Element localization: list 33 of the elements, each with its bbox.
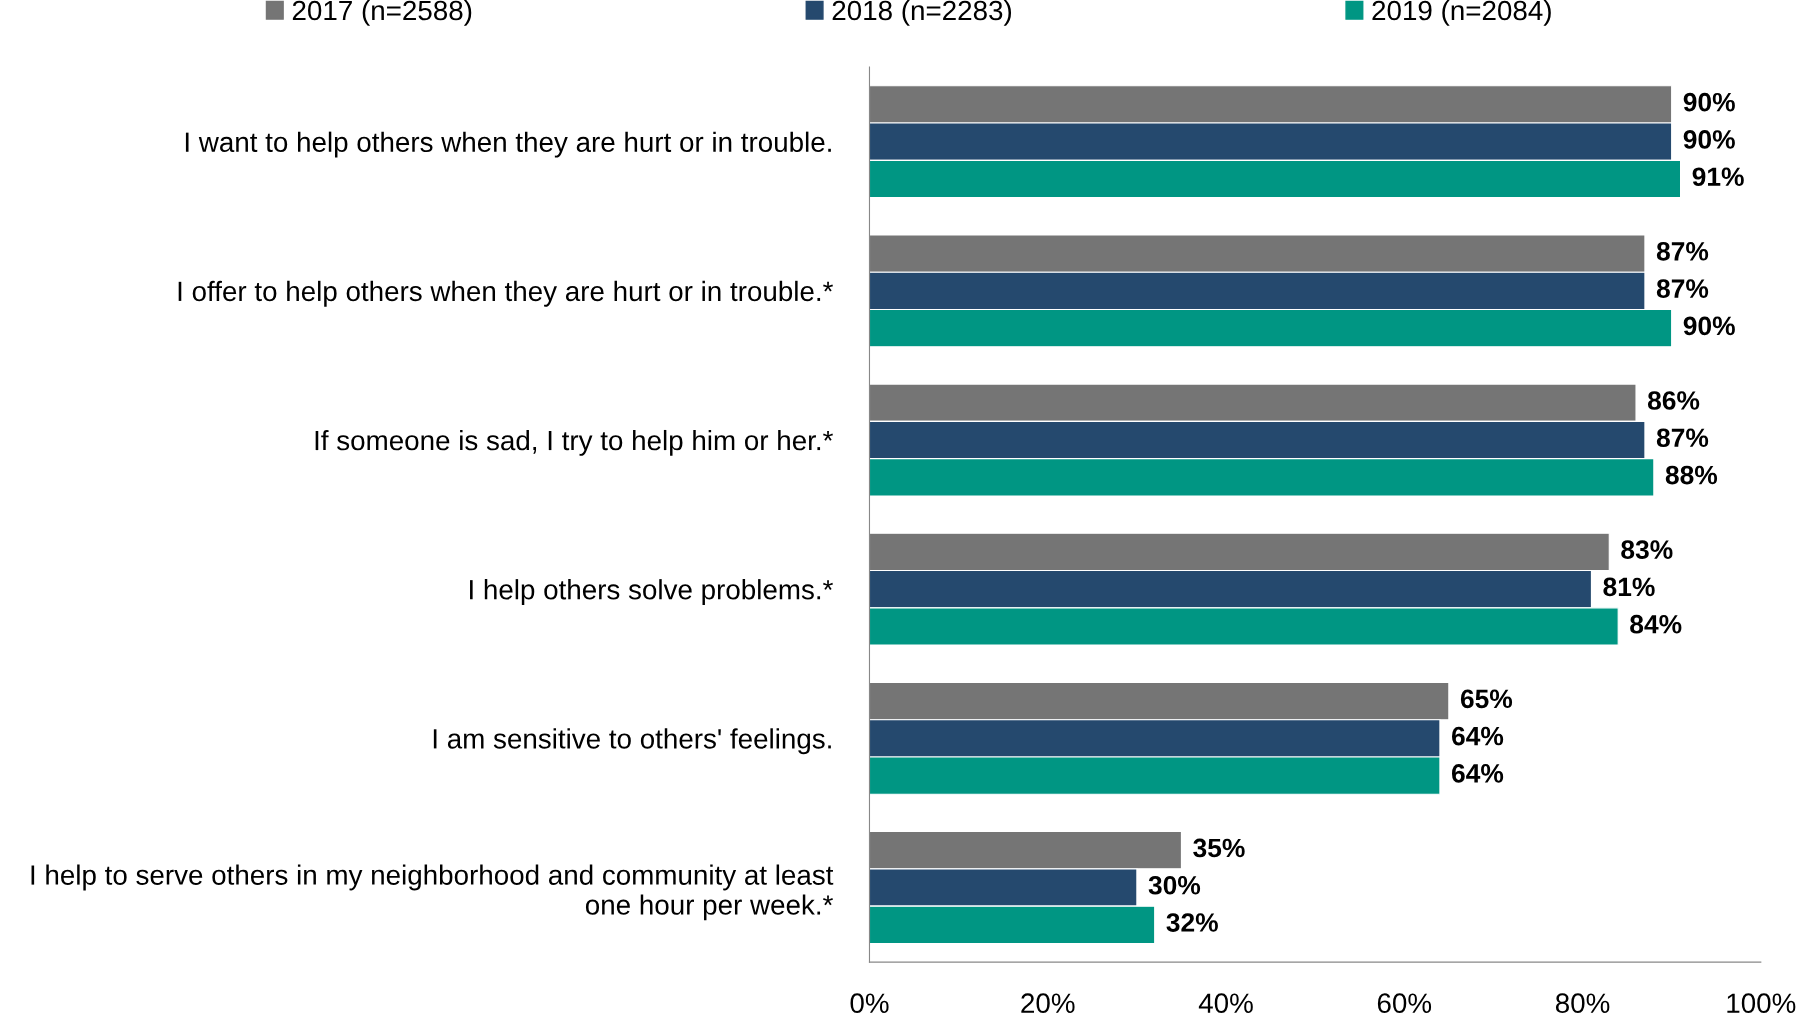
x-tick-label: 0% — [850, 993, 889, 1014]
legend-label: 2018 (n=2283) — [832, 0, 1012, 26]
legend-label: 2017 (n=2588) — [292, 0, 472, 26]
y-tick-label: I want to help others when they are hurt or in trouble. — [185, 131, 831, 158]
data-label: 87% — [1656, 428, 1709, 448]
x-tick-label: 20% — [1021, 993, 1075, 1014]
data-label: 87% — [1656, 241, 1709, 261]
data-label: 88% — [1665, 465, 1718, 485]
data-label: 90% — [1683, 316, 1735, 336]
x-tick-label: 40% — [1198, 993, 1253, 1014]
data-label: 64% — [1452, 726, 1504, 746]
data-label: 91% — [1692, 167, 1744, 187]
x-tick-label: 100% — [1727, 993, 1796, 1014]
data-label: 65% — [1460, 689, 1513, 709]
data-label: 32% — [1166, 913, 1218, 932]
y-tick-label: I offer to help others when they are hurt or in trouble.* — [178, 280, 833, 307]
data-label: 64% — [1452, 764, 1504, 783]
data-label: 81% — [1603, 577, 1655, 597]
data-label: 90% — [1683, 92, 1735, 112]
y-tick-label: I help others solve problems.* — [470, 579, 833, 606]
data-label: 35% — [1193, 838, 1245, 858]
x-tick-label: 60% — [1377, 993, 1432, 1014]
data-label: 30% — [1148, 875, 1201, 895]
legend-label: 2019 (n=2084) — [1372, 0, 1551, 26]
y-tick-label: I help to serve others in my neighborhood and community at least one hour per week.* — [31, 864, 834, 921]
y-tick-label: I am sensitive to others' feelings. — [433, 728, 831, 755]
data-label: 83% — [1621, 540, 1673, 560]
y-tick-label: If someone is sad, I try to help him or her.* — [315, 429, 833, 456]
data-label: 87% — [1656, 279, 1709, 298]
data-label: 90% — [1683, 130, 1735, 149]
data-label: 84% — [1630, 614, 1682, 634]
x-tick-label: 80% — [1555, 993, 1610, 1014]
data-label: 86% — [1647, 391, 1700, 410]
